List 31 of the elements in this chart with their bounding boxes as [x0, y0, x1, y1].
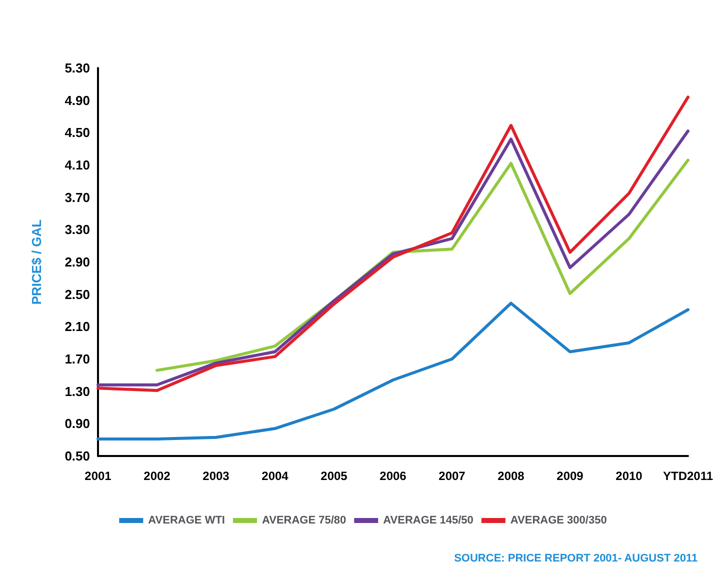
x-tick-label: 2007 — [438, 469, 466, 483]
y-tick-label: 0.50 — [64, 448, 90, 464]
source-note: SOURCE: PRICE REPORT 2001- AUGUST 2011 — [454, 552, 698, 564]
y-tick-label: 0.90 — [64, 416, 90, 432]
x-tick-label: 2003 — [202, 469, 230, 483]
legend-label: AVERAGE 75/80 — [262, 514, 346, 526]
legend-label: AVERAGE 300/350 — [510, 514, 607, 526]
legend-label: AVERAGE 145/50 — [383, 514, 474, 526]
y-tick-label: 2.50 — [64, 286, 90, 302]
x-tick-label: 2005 — [320, 469, 348, 483]
x-tick-label: 2006 — [380, 469, 407, 483]
x-tick-label: 2008 — [498, 469, 525, 483]
y-tick-label: 5.30 — [64, 60, 90, 76]
x-tick-label: YTD2011 — [662, 469, 714, 483]
y-tick-label: 4.10 — [64, 158, 90, 172]
x-tick-label: 2009 — [556, 469, 584, 483]
x-tick-label: 2010 — [616, 469, 643, 483]
x-tick-label: 2002 — [144, 469, 171, 483]
x-tick-label: 2001 — [84, 469, 112, 483]
x-tick-label: 2004 — [262, 469, 289, 483]
y-tick-label: 4.50 — [64, 125, 90, 140]
legend-label: AVERAGE WTI — [148, 514, 225, 526]
y-tick-label: 2.90 — [64, 254, 90, 270]
y-tick-label: 1.70 — [64, 352, 90, 366]
y-tick-label: 3.70 — [64, 190, 90, 205]
y-tick-label: 4.90 — [64, 92, 90, 108]
y-axis-title: PRICE$ / GAL — [29, 219, 44, 305]
y-tick-label: 2.10 — [64, 319, 90, 334]
line-series — [96, 302, 690, 441]
y-tick-label: 3.30 — [64, 222, 90, 238]
y-tick-label: 1.30 — [64, 384, 90, 399]
